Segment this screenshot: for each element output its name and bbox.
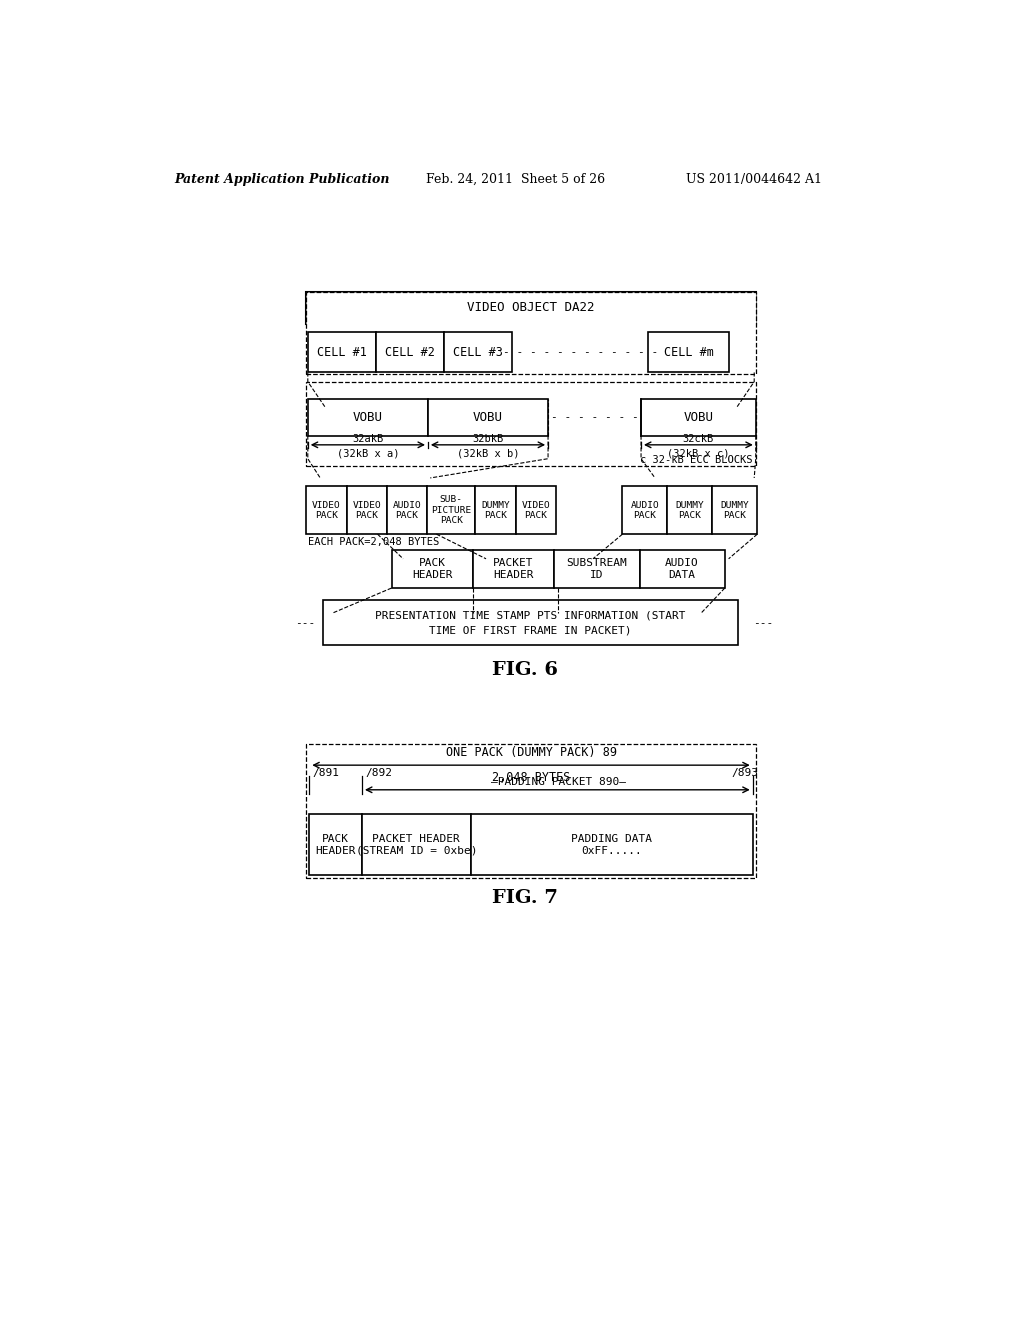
Text: - - - - - - - - - - - -: - - - - - - - - - - - - <box>503 347 657 358</box>
Text: AUDIO
DATA: AUDIO DATA <box>666 558 699 579</box>
Text: (32kB x a): (32kB x a) <box>337 449 399 458</box>
Text: /891: /891 <box>312 768 339 777</box>
Text: VIDEO
PACK: VIDEO PACK <box>312 500 341 520</box>
Text: CELL #m: CELL #m <box>664 346 714 359</box>
Text: 32bkB: 32bkB <box>472 434 504 445</box>
Text: SUB-
PICTURE
PACK: SUB- PICTURE PACK <box>431 495 471 525</box>
Bar <box>473 549 554 589</box>
Text: PRESENTATION TIME STAMP PTS INFORMATION (START: PRESENTATION TIME STAMP PTS INFORMATION … <box>376 610 686 620</box>
Bar <box>306 292 756 374</box>
Text: DUMMY
PACK: DUMMY PACK <box>721 500 750 520</box>
Text: CELL #1: CELL #1 <box>317 346 367 359</box>
Text: PACK
HEADER: PACK HEADER <box>412 558 453 579</box>
Text: CELL #2: CELL #2 <box>385 346 435 359</box>
Text: ---: --- <box>754 618 773 628</box>
Text: AUDIO
PACK: AUDIO PACK <box>631 500 659 520</box>
Bar <box>623 487 668 535</box>
Bar <box>376 333 444 372</box>
Text: CELL #3: CELL #3 <box>454 346 503 359</box>
Text: TIME OF FIRST FRAME IN PACKET): TIME OF FIRST FRAME IN PACKET) <box>429 626 632 635</box>
Text: US 2011/0044642 A1: US 2011/0044642 A1 <box>686 173 822 186</box>
Bar <box>346 487 387 535</box>
Bar <box>391 549 473 589</box>
Bar <box>309 814 362 875</box>
Text: FIG. 6: FIG. 6 <box>492 661 558 680</box>
Bar <box>306 292 756 323</box>
Bar <box>641 399 756 436</box>
Text: SUBSTREAM
ID: SUBSTREAM ID <box>566 558 628 579</box>
Text: 32akB: 32akB <box>352 434 383 445</box>
Bar <box>306 487 346 535</box>
Bar <box>428 399 548 436</box>
Text: 2,048 BYTES: 2,048 BYTES <box>492 771 570 784</box>
Text: FIG. 7: FIG. 7 <box>492 888 558 907</box>
Bar <box>362 814 471 875</box>
Text: PACKET HEADER
(STREAM ID = 0xbe): PACKET HEADER (STREAM ID = 0xbe) <box>355 834 477 855</box>
Text: - - - - - - -: - - - - - - - <box>551 412 638 422</box>
Text: ---: --- <box>295 618 314 628</box>
Bar <box>668 487 713 535</box>
Bar <box>308 399 428 436</box>
Bar <box>648 333 729 372</box>
Bar <box>640 549 725 589</box>
Text: PACK
HEADER: PACK HEADER <box>315 834 356 855</box>
Bar <box>444 333 512 372</box>
Text: PADDING DATA
0xFF.....: PADDING DATA 0xFF..... <box>571 834 652 855</box>
Bar <box>515 487 556 535</box>
Text: 32ckB: 32ckB <box>683 434 714 445</box>
Bar <box>306 743 756 878</box>
Text: Patent Application Publication: Patent Application Publication <box>174 173 390 186</box>
Bar <box>387 487 427 535</box>
Text: c 32-kB ECC BLOCKS: c 32-kB ECC BLOCKS <box>640 455 753 465</box>
Text: /893: /893 <box>731 768 758 777</box>
Text: VIDEO OBJECT DA22: VIDEO OBJECT DA22 <box>467 301 595 314</box>
Bar <box>427 487 475 535</box>
Bar <box>471 814 753 875</box>
Bar <box>308 333 376 372</box>
Text: (32kB x c): (32kB x c) <box>668 449 730 458</box>
Text: VOBU: VOBU <box>473 411 503 424</box>
Text: DUMMY
PACK: DUMMY PACK <box>676 500 705 520</box>
Text: Feb. 24, 2011  Sheet 5 of 26: Feb. 24, 2011 Sheet 5 of 26 <box>426 173 605 186</box>
Text: /892: /892 <box>366 768 392 777</box>
Text: PACKET
HEADER: PACKET HEADER <box>494 558 534 579</box>
Text: VIDEO
PACK: VIDEO PACK <box>521 500 550 520</box>
Bar <box>324 601 738 645</box>
Text: VOBU: VOBU <box>683 411 714 424</box>
Bar <box>306 381 756 466</box>
Text: ONE PACK (DUMMY PACK) 89: ONE PACK (DUMMY PACK) 89 <box>445 746 616 759</box>
Bar <box>713 487 758 535</box>
Text: (32kB x b): (32kB x b) <box>457 449 519 458</box>
Text: EACH PACK=2,048 BYTES: EACH PACK=2,048 BYTES <box>308 537 439 546</box>
Bar <box>554 549 640 589</box>
Text: VOBU: VOBU <box>353 411 383 424</box>
Text: VIDEO
PACK: VIDEO PACK <box>352 500 381 520</box>
Bar <box>475 487 515 535</box>
Text: DUMMY
PACK: DUMMY PACK <box>481 500 510 520</box>
Text: —PADDING PACKET 890—: —PADDING PACKET 890— <box>492 777 627 787</box>
Text: AUDIO
PACK: AUDIO PACK <box>392 500 421 520</box>
